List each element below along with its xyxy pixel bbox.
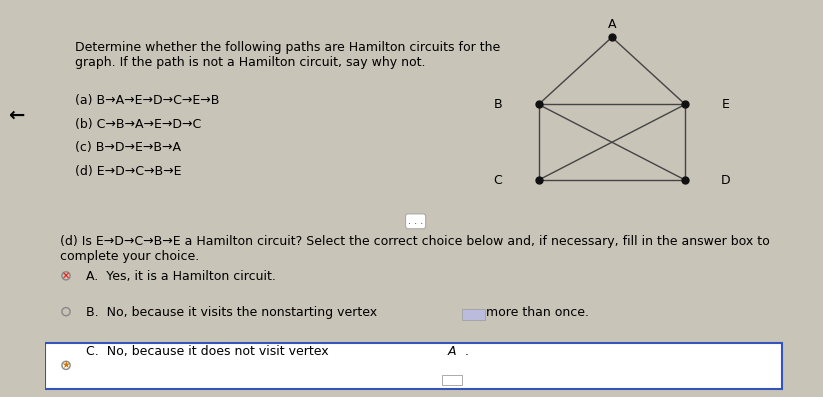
Text: D: D	[721, 173, 731, 187]
Text: ←: ←	[8, 106, 25, 125]
Text: A.  Yes, it is a Hamilton circuit.: A. Yes, it is a Hamilton circuit.	[86, 270, 276, 283]
Text: Determine whether the following paths are Hamilton circuits for the
graph. If th: Determine whether the following paths ar…	[75, 41, 500, 69]
FancyBboxPatch shape	[441, 375, 463, 385]
Text: A: A	[607, 18, 616, 31]
Text: . . .: . . .	[408, 216, 423, 226]
Text: .: .	[464, 345, 468, 358]
Text: C.  No, because it does not visit vertex: C. No, because it does not visit vertex	[86, 345, 328, 358]
Text: (c) B→D→E→B→A: (c) B→D→E→B→A	[75, 141, 181, 154]
Text: (d) Is E→D→C→B→E a Hamilton circuit? Select the correct choice below and, if nec: (d) Is E→D→C→B→E a Hamilton circuit? Sel…	[60, 235, 770, 263]
Text: (d) E→D→C→B→E: (d) E→D→C→B→E	[75, 165, 181, 178]
Text: B.  No, because it visits the nonstarting vertex: B. No, because it visits the nonstarting…	[86, 306, 377, 319]
FancyBboxPatch shape	[45, 343, 782, 389]
Text: (b) C→B→A→E→D→C: (b) C→B→A→E→D→C	[75, 118, 201, 131]
Text: ★: ★	[62, 360, 71, 370]
Text: E: E	[722, 98, 730, 111]
FancyBboxPatch shape	[462, 309, 486, 320]
Text: B: B	[494, 98, 502, 111]
Text: (a) B→A→E→D→C→E→B: (a) B→A→E→D→C→E→B	[75, 94, 219, 107]
Text: more than once.: more than once.	[486, 306, 589, 319]
Text: C: C	[494, 173, 502, 187]
Text: ✕: ✕	[62, 271, 70, 281]
Text: A: A	[448, 345, 456, 358]
